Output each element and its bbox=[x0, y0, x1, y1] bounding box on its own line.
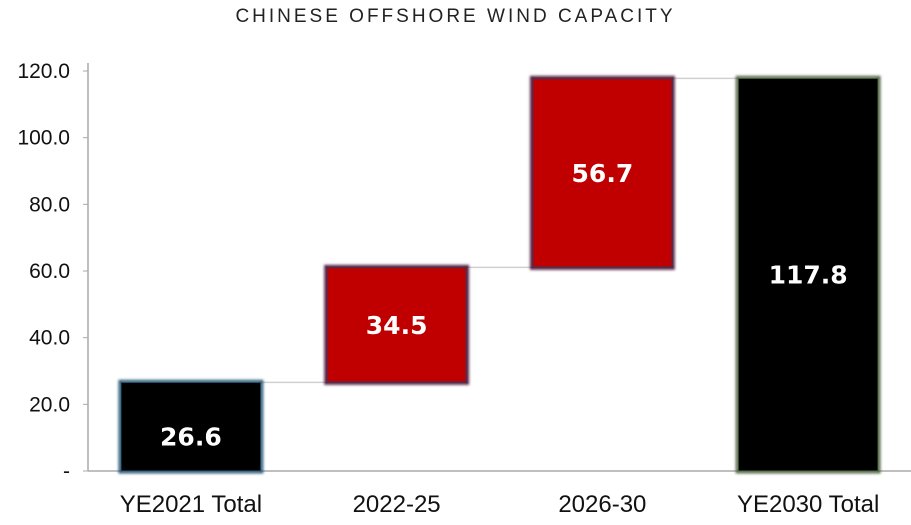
bar-value-label: 56.7 bbox=[572, 159, 634, 188]
y-tick-label: 60.0 bbox=[29, 260, 70, 283]
bar-edge-glow bbox=[735, 75, 881, 474]
y-tick-label: 120.0 bbox=[17, 60, 70, 83]
y-tick-label: 100.0 bbox=[17, 127, 70, 150]
bar-value-label: 34.5 bbox=[366, 311, 428, 340]
bar-value-label: 117.8 bbox=[769, 261, 848, 290]
total-bar bbox=[737, 77, 879, 472]
category-label: 2022-25 bbox=[353, 491, 441, 518]
y-tick-label: 40.0 bbox=[29, 327, 70, 350]
bars bbox=[118, 75, 881, 474]
y-tick-label: 20.0 bbox=[29, 393, 70, 416]
y-axis: - 20.0 40.0 60.0 80.0 100.0 120.0 bbox=[17, 60, 89, 483]
category-label: YE2030 Total bbox=[737, 491, 879, 518]
bar-edge-glow bbox=[118, 379, 264, 474]
increment-bar bbox=[531, 77, 674, 269]
y-tick-label: - bbox=[63, 460, 70, 483]
category-label: YE2021 Total bbox=[120, 491, 262, 518]
total-bar bbox=[120, 381, 262, 472]
x-axis: YE2021 Total 2022-25 2026-30 YE2030 Total bbox=[88, 470, 911, 518]
increment-bar bbox=[325, 266, 468, 384]
y-tick-label: 80.0 bbox=[29, 193, 70, 216]
data-labels: 26.6 34.5 56.7 117.8 bbox=[160, 159, 848, 452]
category-label: 2026-30 bbox=[558, 491, 646, 518]
chart-title: CHINESE OFFSHORE WIND CAPACITY bbox=[235, 6, 676, 27]
connector-lines bbox=[260, 77, 739, 384]
bar-value-label: 26.6 bbox=[160, 423, 222, 452]
